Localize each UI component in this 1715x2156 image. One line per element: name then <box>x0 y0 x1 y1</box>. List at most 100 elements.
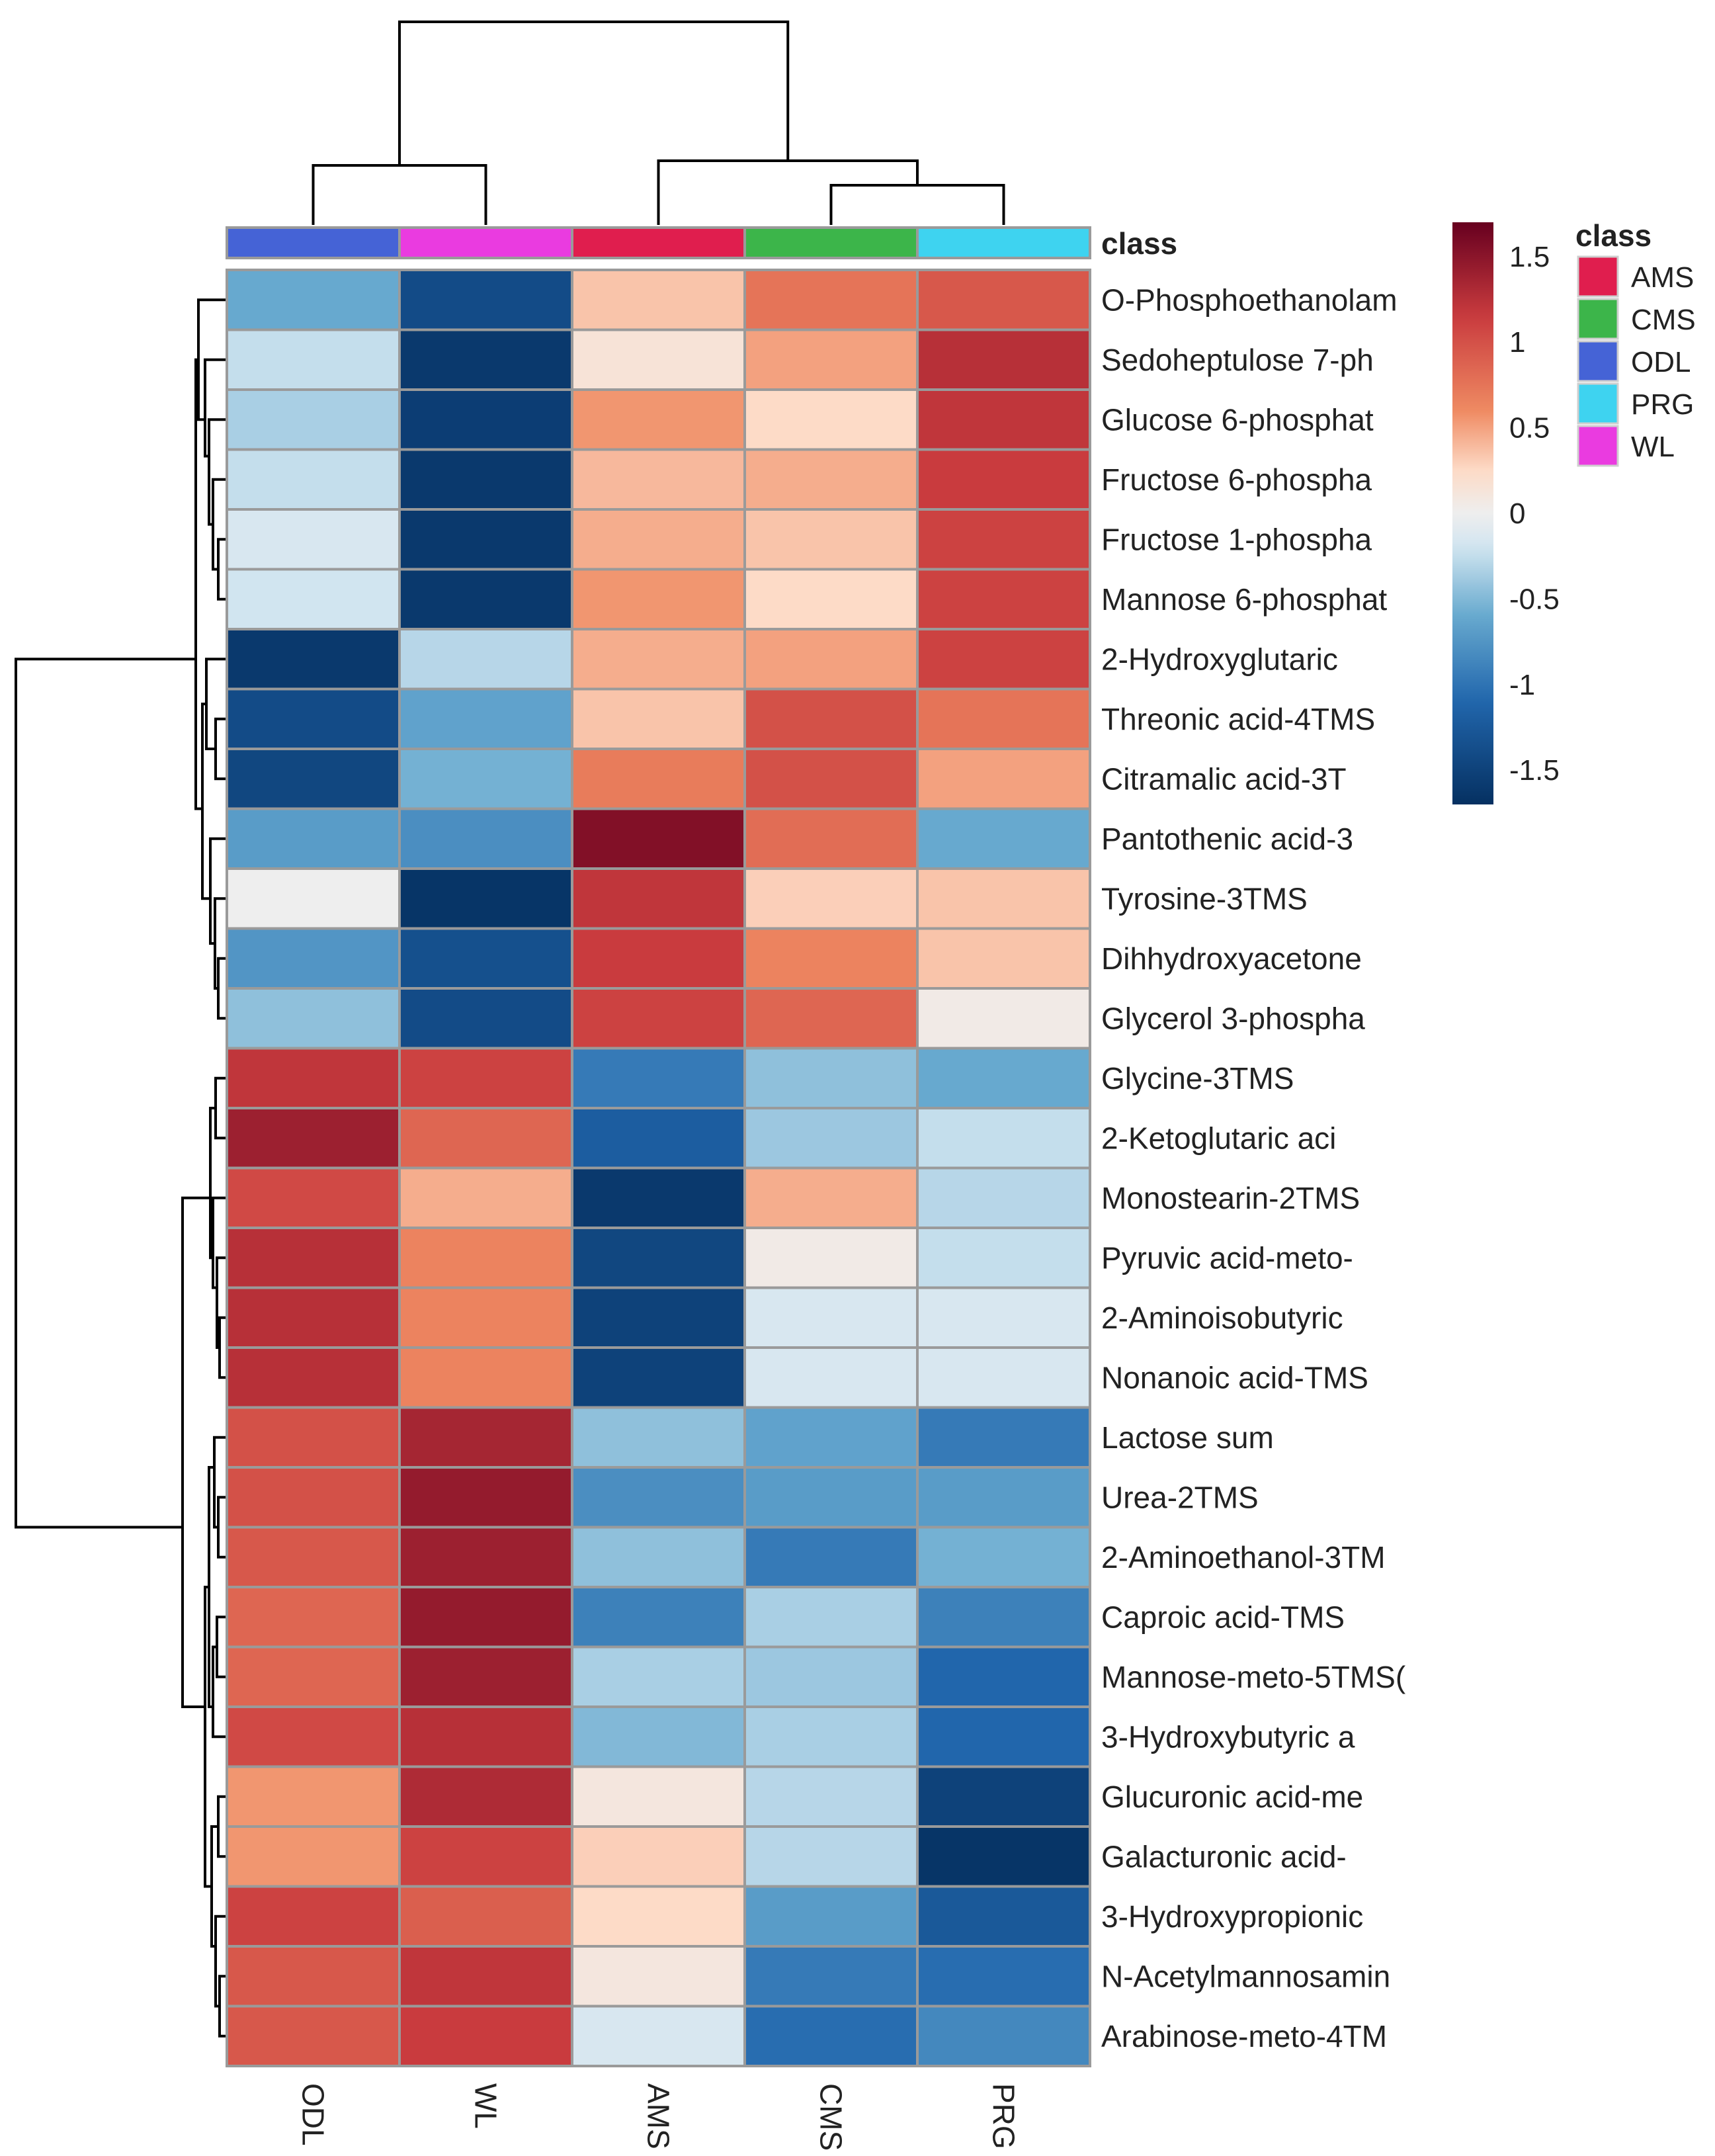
heatmap-cell <box>743 2005 919 2067</box>
heatmap-cell <box>743 1526 919 1588</box>
row-label: Urea-2TMS <box>1101 1480 1259 1514</box>
heatmap-cell <box>398 1466 573 1529</box>
row-label: Tyrosine-3TMS <box>1101 881 1308 916</box>
heatmap-cell <box>226 388 401 451</box>
row-dendrogram-branch <box>216 1616 227 1678</box>
heatmap-cell <box>743 1645 919 1708</box>
row-dendrogram-branch <box>204 358 227 458</box>
heatmap-cell <box>226 1406 401 1469</box>
heatmap-cell <box>571 927 746 990</box>
heatmap-cell <box>743 1286 919 1349</box>
heatmap-cell <box>571 568 746 630</box>
heatmap-cell <box>226 508 401 571</box>
row-dendrogram-branch <box>214 1076 227 1140</box>
row-label: O-Phosphoethanolam <box>1101 282 1398 317</box>
row-label: Sedoheptulose 7-ph <box>1101 343 1374 377</box>
class-annotation-label: class <box>1101 226 1177 261</box>
row-dendrogram-branch <box>204 1586 212 1888</box>
row-label: Fructose 6-phospha <box>1101 462 1372 497</box>
row-label: 2-Aminoisobutyric <box>1101 1301 1343 1335</box>
heatmap-cell <box>571 508 746 571</box>
heatmap-cell <box>398 1166 573 1229</box>
heatmap-cell <box>743 269 919 331</box>
heatmap-cell <box>743 1705 919 1768</box>
row-label: 2-Hydroxyglutaric <box>1101 642 1338 676</box>
heatmap-cell <box>916 1825 1091 1888</box>
color-scale-tick-label: 1 <box>1509 326 1525 359</box>
heatmap-cell <box>571 1406 746 1469</box>
heatmap-cell <box>226 1885 401 1948</box>
row-dendrogram-branch <box>208 418 227 526</box>
class-legend-label: PRG <box>1631 388 1694 421</box>
heatmap-cell <box>571 1705 746 1768</box>
heatmap-cell <box>916 508 1091 571</box>
column-dendrogram-branch <box>398 21 790 165</box>
class-legend-label: ODL <box>1631 346 1691 378</box>
row-label: Glycine-3TMS <box>1101 1061 1294 1096</box>
row-dendrogram-branch <box>214 717 227 781</box>
heatmap-cell <box>226 328 401 391</box>
heatmap-cell <box>916 748 1091 810</box>
heatmap-cell <box>571 1286 746 1349</box>
row-dendrogram-branch <box>212 1645 227 1739</box>
heatmap-cell <box>398 448 573 511</box>
heatmap-cell <box>398 867 573 930</box>
heatmap-cell <box>571 1526 746 1588</box>
column-label: PRG <box>987 2083 1021 2149</box>
heatmap-cell <box>743 1885 919 1948</box>
heatmap-cell <box>916 687 1091 750</box>
heatmap-cell <box>226 1346 401 1409</box>
class-legend-swatch <box>1577 298 1619 340</box>
row-label: Lactose sum <box>1101 1420 1274 1455</box>
class-legend: class AMS CMS ODL PRG WL <box>1575 218 1696 467</box>
row-label: Pantothenic acid-3 <box>1101 822 1353 856</box>
heatmap-cell <box>226 1645 401 1708</box>
heatmap-cell <box>571 1047 746 1109</box>
row-label: Threonic acid-4TMS <box>1101 702 1375 736</box>
heatmap-cell <box>571 807 746 870</box>
heatmap-cell <box>226 628 401 691</box>
heatmap-cell <box>743 987 919 1050</box>
row-label: 2-Ketoglutaric aci <box>1101 1121 1336 1155</box>
heatmap-cell <box>916 328 1091 391</box>
row-dendrogram-branch <box>15 658 196 1529</box>
class-legend-swatch <box>1577 255 1619 298</box>
heatmap-cell <box>571 1466 746 1529</box>
heatmap-cell <box>571 1227 746 1289</box>
heatmap-cell <box>571 1107 746 1170</box>
heatmap-cell <box>571 1885 746 1948</box>
row-labels: O-Phosphoethanolam Sedoheptulose 7-ph Gluc… <box>1101 282 1406 2053</box>
heatmap-cell <box>398 328 573 391</box>
class-legend-label: AMS <box>1631 261 1694 294</box>
heatmap-cell <box>226 1765 401 1828</box>
heatmap-cells <box>226 269 1091 2067</box>
row-dendrogram-branch <box>214 1915 227 2008</box>
color-scale-tick-label: -1 <box>1509 669 1535 701</box>
heatmap-cell <box>743 328 919 391</box>
row-dendrogram-branch <box>201 703 210 900</box>
heatmap-cell <box>916 1047 1091 1109</box>
heatmap-cell <box>226 1047 401 1109</box>
heatmap-cell <box>571 987 746 1050</box>
row-dendrogram-branch <box>181 1196 210 1708</box>
heatmap-cell <box>226 687 401 750</box>
heatmap-cell <box>226 1586 401 1649</box>
heatmap-cell <box>916 867 1091 930</box>
heatmap-cell <box>571 1765 746 1828</box>
heatmap-cell <box>916 987 1091 1050</box>
heatmap-cell <box>571 269 746 331</box>
heatmap-cell <box>571 1825 746 1888</box>
heatmap-cell <box>571 1166 746 1229</box>
heatmap-cell <box>571 448 746 511</box>
class-annotation-cell <box>226 226 401 259</box>
color-scale-tick-label: -0.5 <box>1509 583 1560 615</box>
class-legend-swatch <box>1577 340 1619 382</box>
heatmap-cell <box>398 987 573 1050</box>
class-annotation-cell <box>916 226 1091 259</box>
heatmap-cell <box>743 1945 919 2008</box>
heatmap-cell <box>916 1586 1091 1649</box>
heatmap-cell <box>916 568 1091 630</box>
row-label: Glucuronic acid-me <box>1101 1780 1363 1814</box>
row-dendrogram-branch <box>209 1107 216 1260</box>
row-dendrogram-branch <box>214 897 227 990</box>
